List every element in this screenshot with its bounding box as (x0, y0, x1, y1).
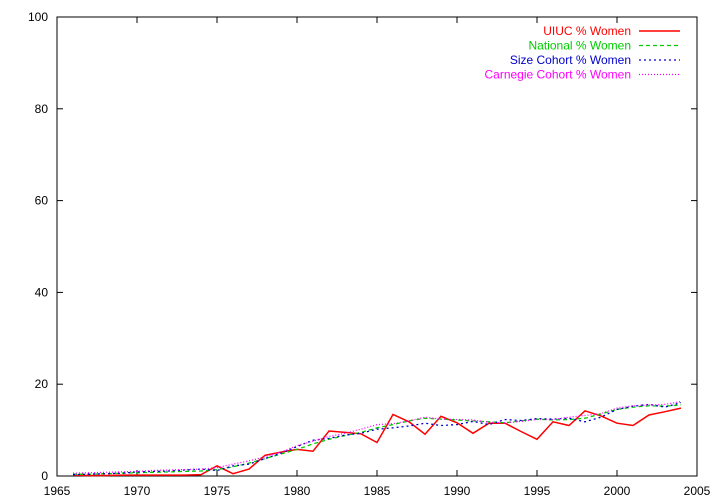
plot-frame (56, 16, 698, 477)
x-tick-label: 1995 (524, 484, 551, 498)
x-tick-label: 1990 (444, 484, 471, 498)
y-tick-label: 80 (35, 102, 49, 116)
x-tick-label: 2000 (604, 484, 631, 498)
x-tick-label: 1985 (364, 484, 391, 498)
axis-ticks: 1965 1970 1975 1980 1985 1990 1995 2000 2005 0 20 4… (28, 10, 711, 498)
y-tick-label: 60 (35, 194, 49, 208)
y-tick-label: 40 (35, 285, 49, 299)
x-tick-label: 1975 (204, 484, 231, 498)
series-line-1 (73, 404, 682, 475)
plot-border (56, 16, 698, 477)
y-tick-label: 0 (41, 469, 48, 483)
x-tick-label: 1965 (44, 484, 71, 498)
y-tick-label: 100 (28, 10, 48, 24)
legend-label: Carnegie Cohort % Women (484, 68, 631, 82)
y-tick-label: 20 (35, 377, 49, 391)
x-tick-label: 1980 (284, 484, 311, 498)
x-tick-label: 2005 (684, 484, 711, 498)
legend-label: Size Cohort % Women (510, 53, 631, 67)
series-lines (72, 400, 682, 477)
legend-label: National % Women (529, 39, 632, 53)
legend-label: UIUC % Women (543, 24, 631, 38)
x-tick-label: 1970 (124, 484, 151, 498)
series-line-0 (72, 407, 682, 477)
series-line-2 (72, 401, 682, 476)
